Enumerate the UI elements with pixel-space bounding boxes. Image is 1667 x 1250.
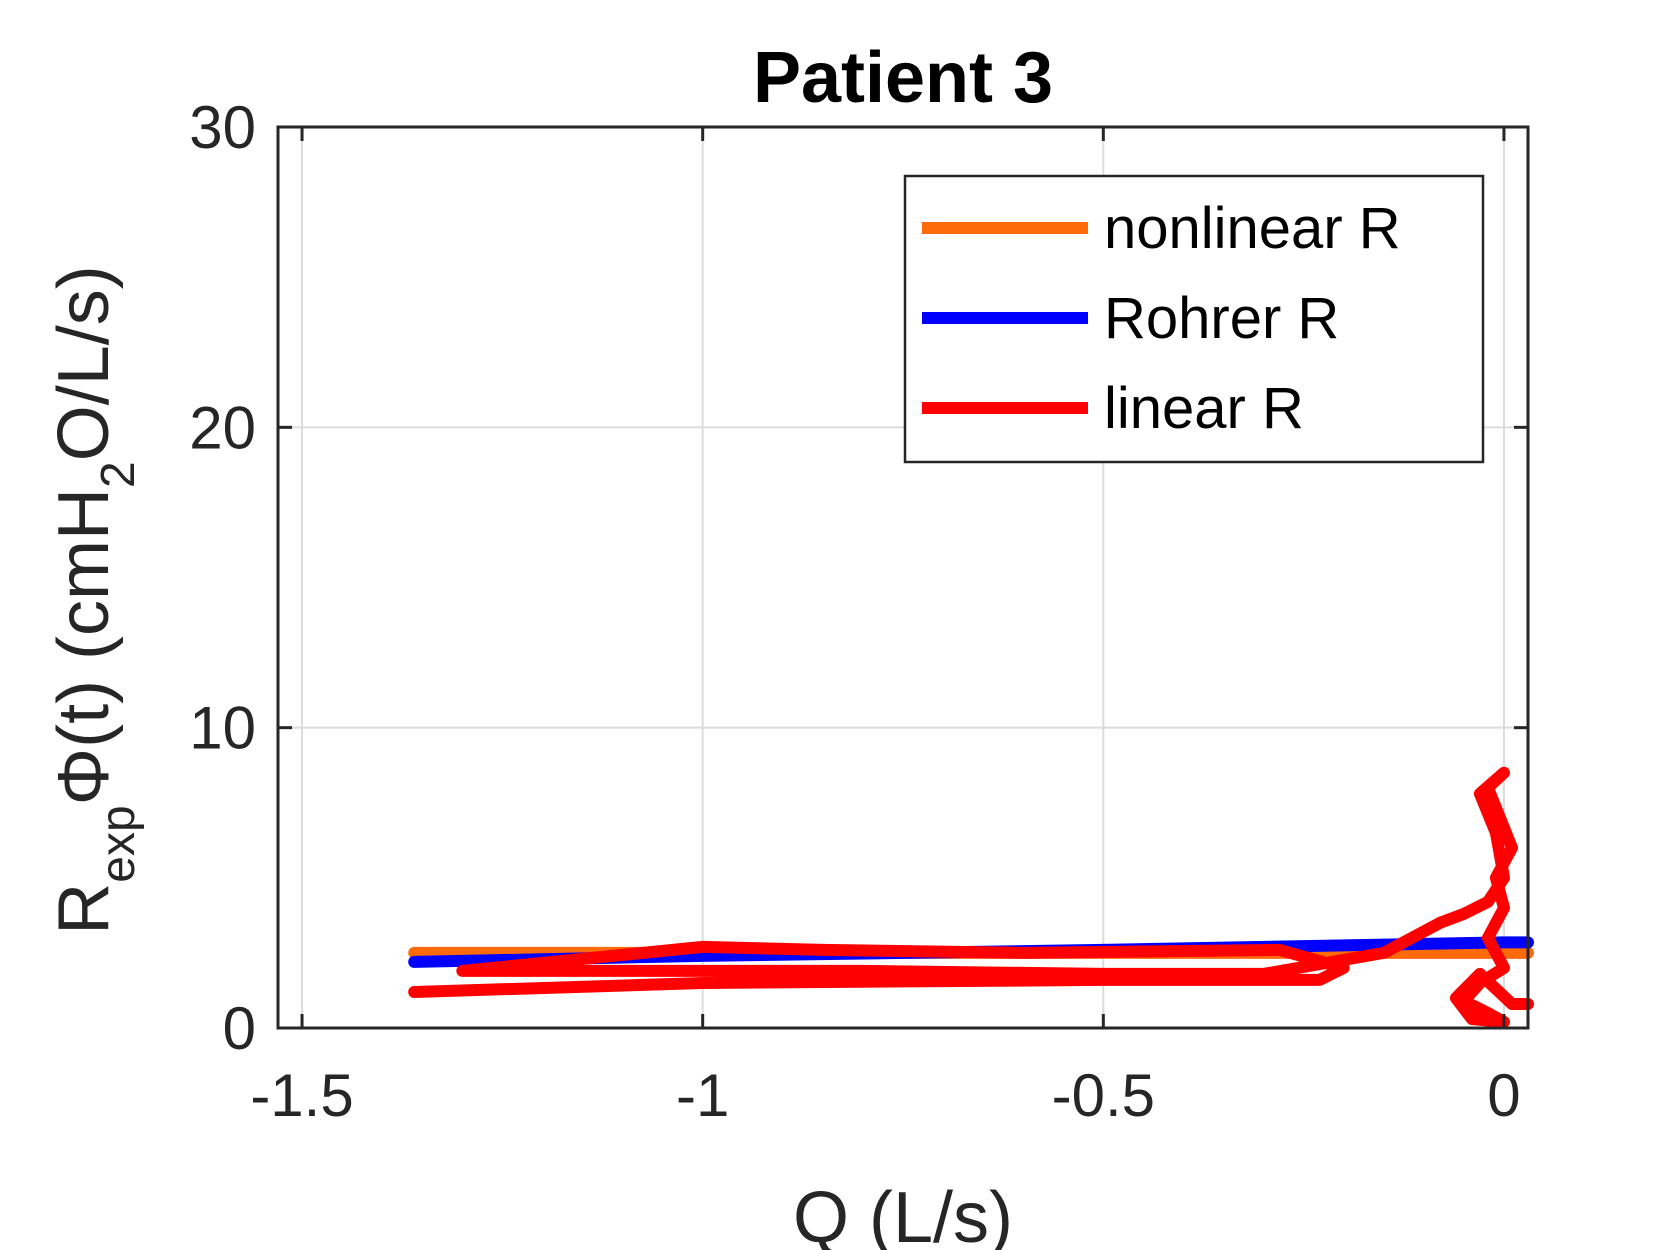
y-tick-label-0: 0: [223, 995, 256, 1062]
y-tick-label-1: 10: [189, 695, 256, 762]
y-axis-label-phi: Φ(t) (cmH: [44, 488, 124, 805]
x-tick-label-2: -0.5: [1052, 1062, 1155, 1129]
legend-label-linear: linear R: [1104, 376, 1304, 441]
series-group: [408, 766, 1534, 1028]
x-tick-label-0: -1.5: [250, 1062, 353, 1129]
legend-label-nonlinear: nonlinear R: [1104, 196, 1401, 261]
x-tick-label-3: 0: [1487, 1062, 1520, 1129]
y-axis-label-rest: O/L/s): [44, 265, 124, 461]
series-linear-r: [408, 766, 1534, 1028]
x-tick-label-1: -1: [676, 1062, 729, 1129]
y-axis-label-main: R: [44, 883, 124, 935]
y-tick-label-2: 20: [189, 394, 256, 461]
legend-label-rohrer: Rohrer R: [1104, 286, 1339, 351]
y-tick-label-3: 30: [189, 94, 256, 161]
tick-labels: -1.5 -1 -0.5 0 0 10 20 30: [189, 94, 1520, 1129]
x-axis-label: Q (L/s): [793, 1178, 1013, 1250]
plot-frame: [276, 125, 1530, 1030]
chart-title: Patient 3: [753, 38, 1053, 118]
y-axis-label-sub-exp: exp: [92, 805, 145, 882]
y-axis-label: RexpΦ(t) (cmH2O/L/s): [44, 265, 145, 934]
y-axis-label-sub-2: 2: [92, 461, 145, 488]
legend: nonlinear R Rohrer R linear R: [903, 174, 1485, 464]
ticks: [278, 125, 1528, 1030]
